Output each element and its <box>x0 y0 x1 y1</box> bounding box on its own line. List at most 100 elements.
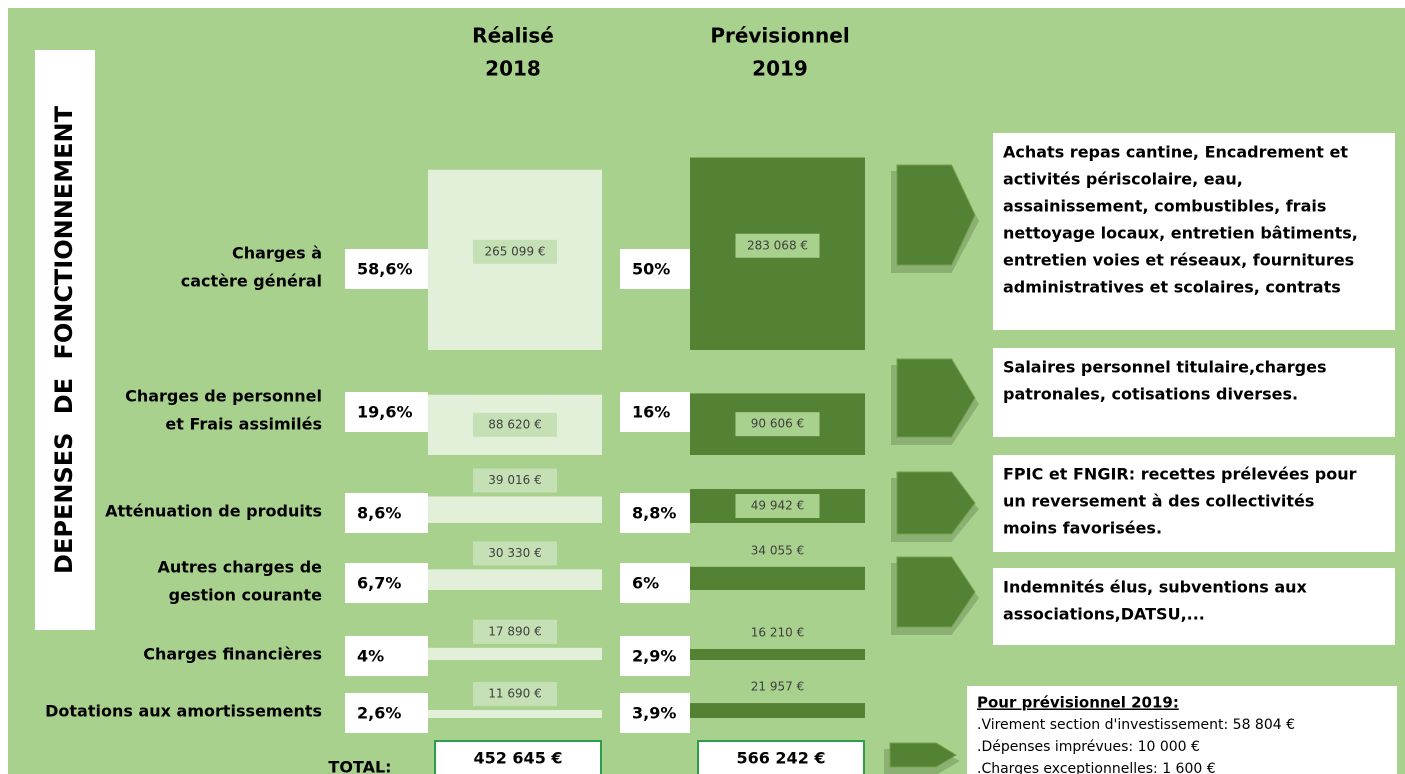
note-line: nettoyage locaux, entretien bâtiments, <box>1003 224 1358 243</box>
arrow <box>896 164 976 266</box>
pct-box <box>620 693 690 733</box>
note-line: Indemnités élus, subventions aux <box>1003 578 1308 597</box>
value-label: 283 068 € <box>747 238 808 252</box>
value-label: 49 942 € <box>751 499 804 513</box>
note-line: activités périscolaire, eau, <box>1003 170 1243 189</box>
side-title: DEPENSES DE FONCTIONNEMENT <box>50 105 78 574</box>
value-label: 11 690 € <box>488 687 541 701</box>
forecast-line: .Charges exceptionnelles: 1 600 € <box>977 761 1216 774</box>
pct: 2,6% <box>357 704 401 723</box>
value-label-box <box>473 239 557 264</box>
note-line: moins favorisées. <box>1003 519 1162 538</box>
pct: 4% <box>357 647 384 666</box>
value-label: 17 890 € <box>488 624 541 638</box>
value-label: 30 330 € <box>488 546 541 560</box>
note-box <box>993 568 1395 645</box>
value-label: 90 606 € <box>751 417 804 431</box>
value-label-box <box>735 233 820 258</box>
forecast-title: Pour prévisionnel 2019: <box>977 694 1179 712</box>
row-label: Charges financières <box>143 645 322 664</box>
value-label: 39 016 € <box>488 473 541 487</box>
row-label: Charges à <box>232 244 322 263</box>
pct-box <box>345 636 428 676</box>
total-value: 452 645 € <box>473 749 562 768</box>
value-label-box <box>735 538 820 563</box>
arrow <box>896 358 976 438</box>
column-year: 2018 <box>485 57 541 81</box>
value-label: 16 210 € <box>751 625 804 639</box>
value-label-box <box>473 682 557 707</box>
row-label: gestion courante <box>169 586 323 605</box>
total-label: TOTAL: <box>328 758 391 774</box>
value-label-box <box>473 619 557 644</box>
pct-box <box>620 493 690 533</box>
pct-box <box>345 693 428 733</box>
pct-box <box>345 493 428 533</box>
side-box <box>35 50 95 630</box>
bar <box>428 569 602 590</box>
pct: 6% <box>632 574 659 593</box>
total-box <box>697 740 865 774</box>
value-label-box <box>473 412 557 437</box>
pct-box <box>345 249 428 289</box>
pct: 8,6% <box>357 504 401 523</box>
pct: 19,6% <box>357 403 413 422</box>
arrow <box>896 556 976 628</box>
column-title: Prévisionnel <box>710 24 849 48</box>
forecast-box <box>967 686 1397 774</box>
bar <box>428 647 602 660</box>
row-label: et Frais assimilés <box>165 415 322 434</box>
value-label: 21 957 € <box>751 680 804 694</box>
value-label: 88 620 € <box>488 417 541 431</box>
value-label-box <box>735 620 820 645</box>
pct: 58,6% <box>357 260 413 279</box>
pct-box <box>345 392 428 432</box>
pct-box <box>345 563 428 603</box>
value-label-box <box>473 468 557 493</box>
value-label-box <box>735 675 820 700</box>
note-line: FPIC et FNGIR: recettes prélevées pour <box>1003 465 1357 484</box>
arrow <box>889 742 957 768</box>
note-line: assainissement, combustibles, frais <box>1003 197 1326 216</box>
row-label: Autres charges de <box>157 558 322 577</box>
pct: 6,7% <box>357 574 401 593</box>
note-line: un reversement à des collectivités <box>1003 492 1314 511</box>
row-label: Charges de personnel <box>125 387 322 406</box>
pct: 3,9% <box>632 704 676 723</box>
pct-box <box>620 636 690 676</box>
column-title: Réalisé <box>472 24 554 48</box>
note-line: Salaires personnel titulaire,charges <box>1003 358 1326 377</box>
row-label: Dotations aux amortissements <box>45 702 322 721</box>
note-line: patronales, cotisations diverses. <box>1003 385 1298 404</box>
pct-box <box>620 392 690 432</box>
note-line: associations,DATSU,... <box>1003 605 1205 624</box>
value-label: 265 099 € <box>484 244 545 258</box>
bar <box>690 648 865 660</box>
note-line: administratives et scolaires, contrats <box>1003 278 1341 297</box>
bar <box>428 710 602 718</box>
note-line: Achats repas cantine, Encadrement et <box>1003 143 1348 162</box>
note-box <box>993 455 1395 552</box>
note-box <box>993 348 1395 437</box>
pct-box <box>620 563 690 603</box>
value-label-box <box>735 494 820 519</box>
pct: 2,9% <box>632 647 676 666</box>
total-value: 566 242 € <box>736 749 825 768</box>
note-box <box>993 133 1395 330</box>
pct: 16% <box>632 403 670 422</box>
value-label: 34 055 € <box>751 543 804 557</box>
arrow <box>896 471 976 535</box>
pct: 8,8% <box>632 504 676 523</box>
row-label: cactère général <box>181 272 322 291</box>
pct: 50% <box>632 260 670 279</box>
row-label: Atténuation de produits <box>105 502 322 521</box>
note-line: entretien voies et réseaux, fournitures <box>1003 251 1354 270</box>
bar <box>690 703 865 718</box>
bar <box>428 496 602 523</box>
pct-box <box>620 249 690 289</box>
forecast-line: .Dépenses imprévues: 10 000 € <box>977 739 1200 755</box>
column-year: 2019 <box>752 57 808 81</box>
bar <box>690 566 865 590</box>
value-label-box <box>735 412 820 437</box>
